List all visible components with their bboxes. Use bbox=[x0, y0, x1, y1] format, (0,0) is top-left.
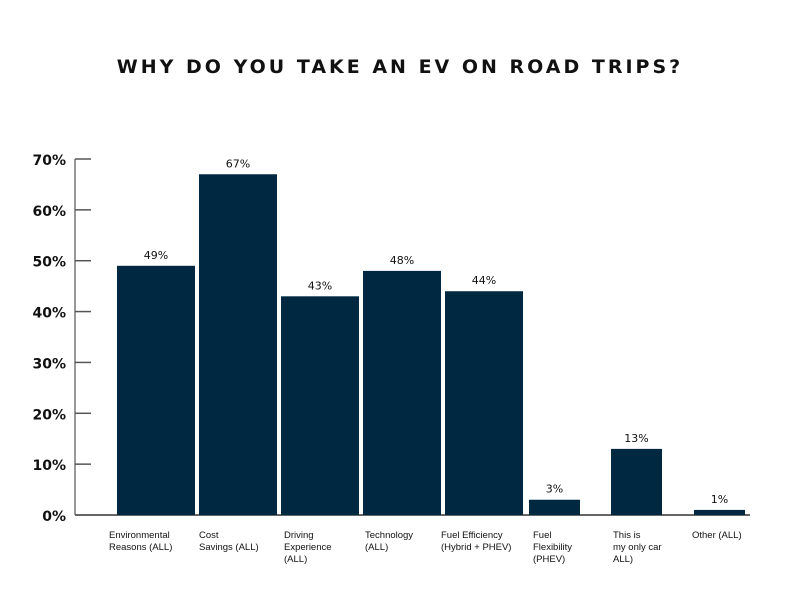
data-label: 49% bbox=[144, 249, 168, 262]
data-label: 48% bbox=[390, 254, 414, 267]
y-tick-label: 70% bbox=[32, 153, 66, 169]
data-label: 43% bbox=[308, 279, 332, 292]
x-category-label: Fuel Flexibility (PHEV) bbox=[533, 530, 573, 565]
data-label: 3% bbox=[546, 483, 563, 496]
chart-title: WHY DO YOU TAKE AN EV ON ROAD TRIPS? bbox=[116, 56, 684, 78]
y-tick-label: 60% bbox=[32, 204, 66, 220]
bar bbox=[445, 291, 523, 515]
x-category-label: Fuel Efficiency (Hybrid + PHEV) bbox=[441, 530, 512, 553]
y-tick-label: 10% bbox=[32, 458, 66, 474]
data-label: 67% bbox=[226, 157, 250, 170]
x-category-label: Environmental Reasons (ALL) bbox=[109, 530, 173, 553]
data-label: 44% bbox=[472, 274, 496, 287]
bar bbox=[363, 270, 441, 515]
y-tick-label: 50% bbox=[32, 255, 66, 271]
x-category-label: Driving Experience (ALL) bbox=[284, 530, 332, 565]
y-tick-label: 30% bbox=[32, 356, 66, 372]
x-category-label: Cost Savings (ALL) bbox=[199, 530, 259, 553]
data-label: 13% bbox=[624, 432, 648, 445]
y-tick-label: 20% bbox=[32, 407, 66, 423]
y-tick-label: 40% bbox=[32, 306, 66, 322]
bar bbox=[611, 448, 662, 515]
bar bbox=[694, 509, 745, 515]
x-category-label: Technology (ALL) bbox=[365, 530, 414, 553]
bar bbox=[199, 174, 277, 515]
bar bbox=[529, 499, 580, 515]
x-category-label: This is my only car ALL) bbox=[613, 530, 662, 565]
bar bbox=[281, 296, 359, 515]
data-label: 1% bbox=[711, 493, 728, 506]
y-tick-label: 0% bbox=[42, 509, 66, 525]
bar bbox=[117, 265, 195, 515]
x-category-label: Other (ALL) bbox=[692, 530, 742, 541]
